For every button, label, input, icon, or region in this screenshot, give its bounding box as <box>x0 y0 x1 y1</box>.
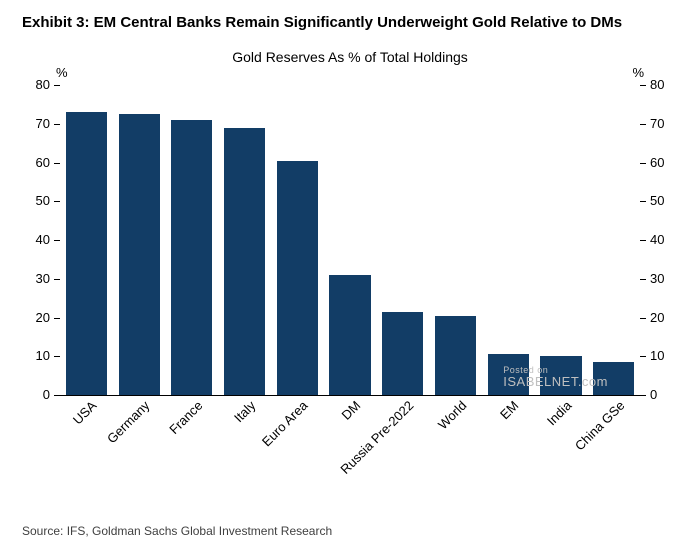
y-tick-label-left: 10 <box>36 348 50 363</box>
x-tick-label: World <box>434 398 468 432</box>
bar <box>540 356 581 395</box>
bar-slot: USA <box>60 85 113 395</box>
bar <box>435 316 476 395</box>
bar-slot: France <box>165 85 218 395</box>
y-tick-label-left: 60 <box>36 155 50 170</box>
x-tick-label: DM <box>339 398 364 423</box>
bar-slot: India <box>535 85 588 395</box>
bar-slot: Euro Area <box>271 85 324 395</box>
bar <box>66 112 107 395</box>
bar <box>382 312 423 395</box>
y-tick-label-left: 80 <box>36 77 50 92</box>
y-tick-label-left: 70 <box>36 116 50 131</box>
y-axis-unit-left: % <box>56 65 68 80</box>
y-tick-label-right: 20 <box>650 310 664 325</box>
y-tick-label-right: 30 <box>650 271 664 286</box>
x-tick-label: France <box>166 398 205 437</box>
x-tick-label: USA <box>70 398 100 428</box>
y-tick-label-left: 20 <box>36 310 50 325</box>
y-tick-label-right: 10 <box>650 348 664 363</box>
bars-row: USAGermanyFranceItalyEuro AreaDMRussia P… <box>60 85 640 395</box>
y-tick-label-right: 50 <box>650 193 664 208</box>
bar-slot: Germany <box>113 85 166 395</box>
bar-slot: Russia Pre-2022 <box>376 85 429 395</box>
source-line: Source: IFS, Goldman Sachs Global Invest… <box>22 524 332 538</box>
chart-container: Exhibit 3: EM Central Banks Remain Signi… <box>0 0 700 560</box>
y-tick-label-right: 60 <box>650 155 664 170</box>
x-tick-label: EM <box>497 398 521 422</box>
y-axis-unit-right: % <box>632 65 644 80</box>
bar <box>277 161 318 395</box>
bar <box>171 120 212 395</box>
x-tick-label: Italy <box>231 398 258 425</box>
bar <box>488 354 529 395</box>
y-tick-label-right: 80 <box>650 77 664 92</box>
bar-slot: China GSe <box>587 85 640 395</box>
chart-subtitle: Gold Reserves As % of Total Holdings <box>22 49 678 65</box>
bar <box>329 275 370 395</box>
y-tick-label-left: 40 <box>36 232 50 247</box>
x-tick-label: India <box>544 398 575 429</box>
bar-slot: EM <box>482 85 535 395</box>
y-tick-label-left: 30 <box>36 271 50 286</box>
exhibit-title: Exhibit 3: EM Central Banks Remain Signi… <box>22 14 678 31</box>
y-tick-label-right: 40 <box>650 232 664 247</box>
bar-slot: DM <box>324 85 377 395</box>
x-tick-label: Euro Area <box>259 398 310 449</box>
chart-region: % % USAGermanyFranceItalyEuro AreaDMRuss… <box>22 69 678 395</box>
bar <box>593 362 634 395</box>
bar-slot: Italy <box>218 85 271 395</box>
y-tick-label-right: 0 <box>650 387 657 402</box>
x-tick-label: China GSe <box>572 398 628 454</box>
bar-slot: World <box>429 85 482 395</box>
x-tick-label: Germany <box>104 398 152 446</box>
y-tick-label-right: 70 <box>650 116 664 131</box>
plot-area: USAGermanyFranceItalyEuro AreaDMRussia P… <box>60 85 640 396</box>
y-tick-label-left: 0 <box>43 387 50 402</box>
y-tick-label-left: 50 <box>36 193 50 208</box>
bar <box>224 128 265 395</box>
bar <box>119 114 160 395</box>
